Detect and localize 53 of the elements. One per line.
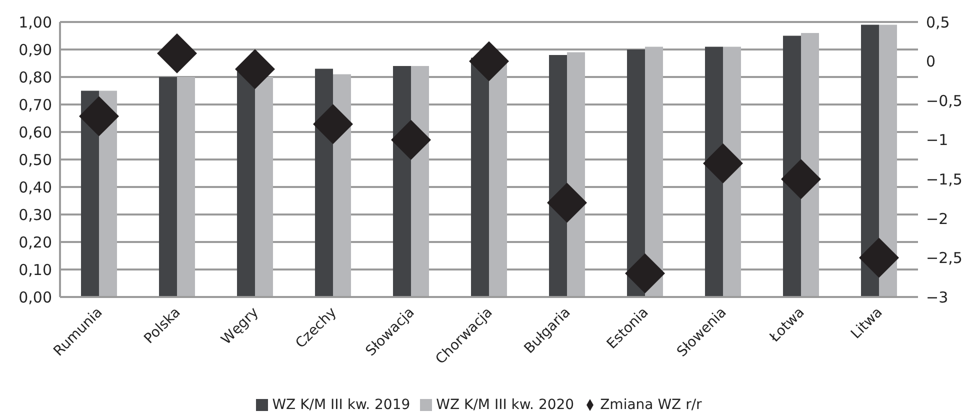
bar [549, 55, 567, 297]
y-tick-label: 0,50 [18, 150, 52, 169]
y2-tick-label: −0,5 [926, 92, 962, 110]
bar [627, 50, 645, 297]
point [547, 182, 587, 223]
bar [489, 63, 507, 297]
y-tick-label: 0,40 [18, 178, 52, 196]
point [781, 159, 821, 200]
bar [471, 58, 489, 297]
point [313, 104, 353, 144]
legend-label: Zmiana WZ r/r [600, 397, 702, 413]
point [859, 238, 899, 278]
y-tick-label: 0,80 [18, 68, 52, 86]
y2-tick-label: −3 [926, 288, 948, 306]
legend-label: WZ K/M III kw. 2020 [436, 397, 574, 413]
y2-tick-label: −1,5 [926, 170, 962, 188]
bar [879, 24, 897, 297]
y-tick-label: 0,60 [18, 123, 52, 142]
bar [411, 66, 429, 297]
bar [567, 52, 585, 297]
point [235, 49, 275, 90]
y2-tick-label: 0,5 [926, 13, 950, 32]
y-tick-label: 0,10 [18, 260, 52, 279]
bar [705, 46, 723, 297]
y-tick-label: 0,90 [18, 40, 52, 59]
bar [333, 74, 351, 297]
y-tick-label: 0,30 [18, 206, 52, 224]
y2-tick-label: −2 [926, 210, 948, 228]
point [157, 33, 197, 74]
bar [723, 46, 741, 297]
y-tick-label: 0,70 [18, 96, 52, 114]
y2-tick-label: −1 [926, 131, 948, 150]
legend-label: WZ K/M III kw. 2019 [272, 397, 410, 413]
bar [315, 68, 333, 297]
y-tick-label: 0,00 [18, 288, 52, 306]
bar [783, 36, 801, 297]
point [79, 96, 119, 136]
bar [237, 72, 255, 297]
y2-tick-label: −2,5 [926, 249, 962, 268]
bar [159, 77, 177, 297]
y-tick-label: 1,00 [18, 13, 52, 32]
bar [801, 33, 819, 297]
bar [861, 24, 879, 297]
bar [255, 77, 273, 297]
bar [645, 46, 663, 297]
bar [393, 66, 411, 297]
point [703, 143, 743, 184]
y2-tick-label: 0 [926, 52, 936, 71]
point [469, 41, 509, 82]
point [391, 120, 431, 160]
bar [177, 77, 195, 297]
y-tick-label: 0,20 [18, 233, 52, 252]
point [625, 253, 665, 294]
